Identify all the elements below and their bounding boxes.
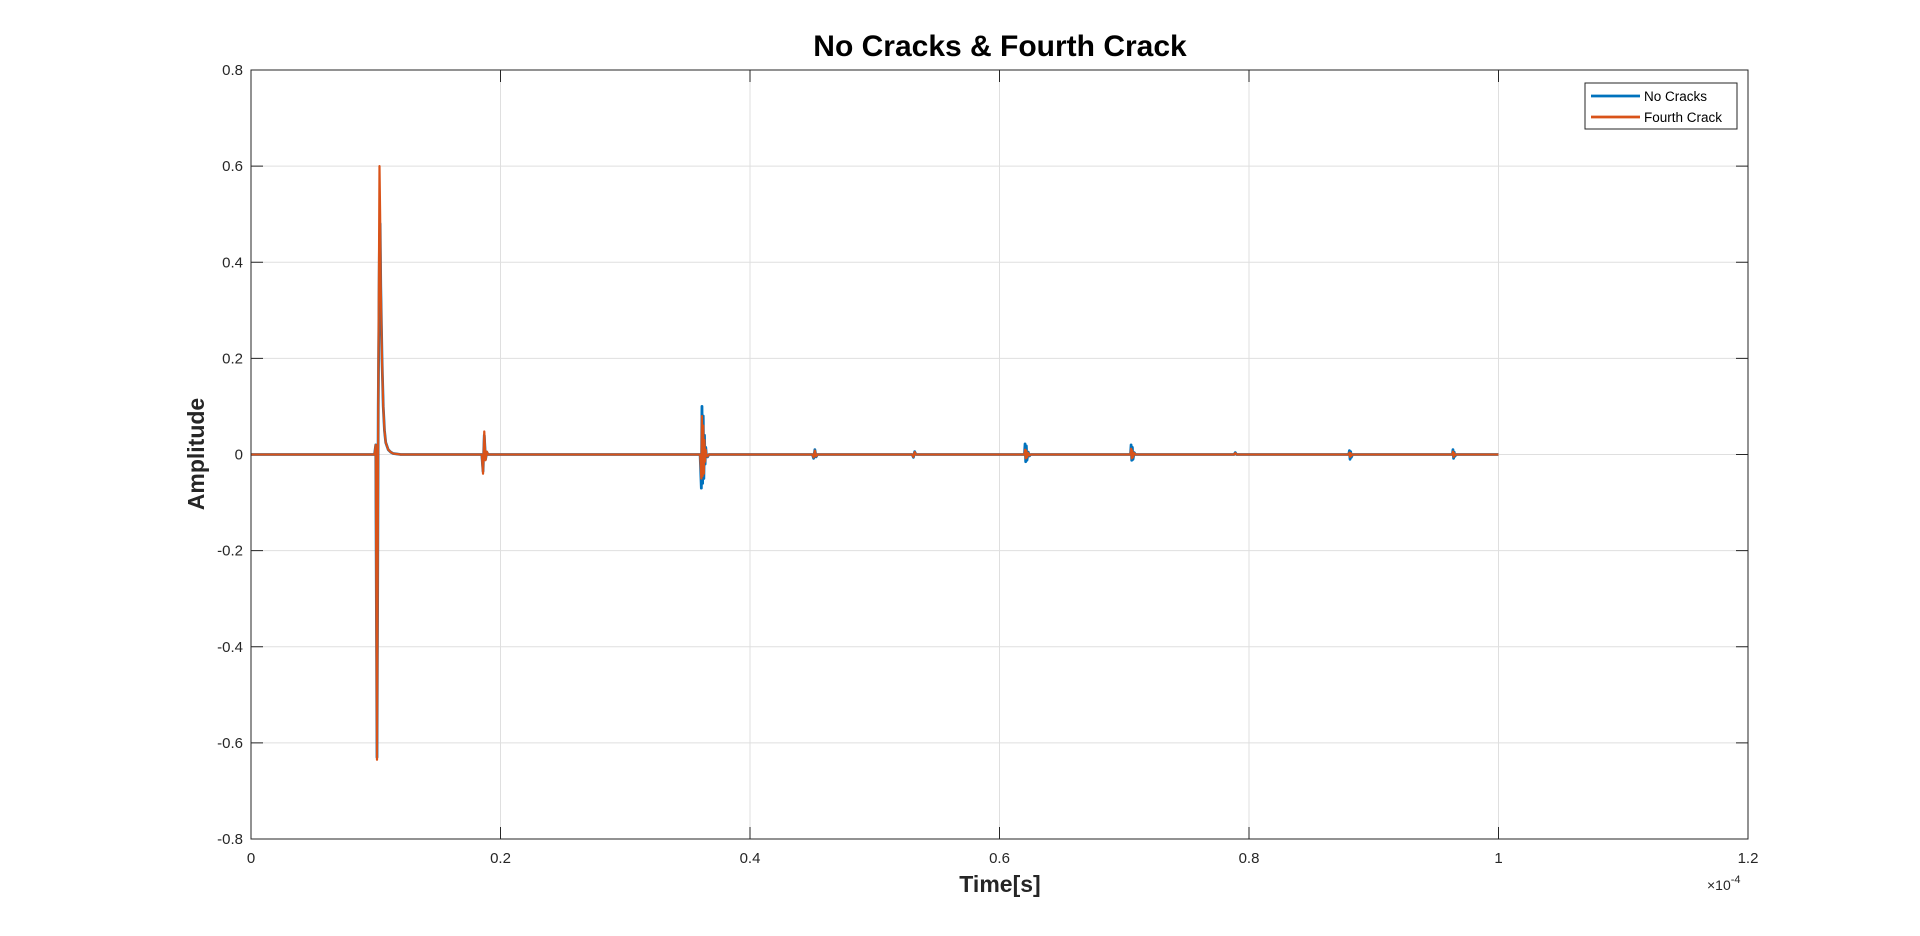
y-tick-label: -0.6 [217, 735, 243, 752]
y-tick-label: -0.4 [217, 639, 243, 656]
y-tick-label: 0.8 [222, 62, 243, 79]
x-tick-label: 1.2 [1738, 850, 1759, 867]
legend: No Cracks Fourth Crack [1584, 82, 1738, 130]
x-tick-labels: 0 0.2 0.4 0.6 0.8 1 1.2 [247, 850, 1759, 867]
legend-label-no-cracks: No Cracks [1644, 89, 1707, 104]
y-tick-label: -0.2 [217, 543, 243, 560]
chart-title: No Cracks & Fourth Crack [813, 30, 1187, 63]
y-tick-label: 0.6 [222, 158, 243, 175]
x-axis-label: Time[s] [959, 871, 1040, 897]
series-lines [251, 165, 1499, 761]
series-line-fourth-crack [251, 165, 1499, 761]
x-axis-exponent-label: ×10-4 [1707, 874, 1741, 893]
x-tick-label: 1 [1494, 850, 1502, 867]
y-tick-label: 0.4 [222, 254, 243, 271]
legend-box [1584, 82, 1738, 130]
x-tick-label: 0.4 [740, 850, 761, 867]
y-tick-labels: -0.8 -0.6 -0.4 -0.2 0 0.2 0.4 0.6 0.8 [217, 62, 243, 848]
x-exponent-base: ×10 [1707, 877, 1731, 893]
x-tick-label: 0.6 [989, 850, 1010, 867]
x-tick-label: 0 [247, 850, 255, 867]
y-tick-label: 0.2 [222, 350, 243, 367]
y-tick-label: -0.8 [217, 831, 243, 848]
y-tick-label: 0 [235, 447, 243, 464]
legend-label-fourth-crack: Fourth Crack [1644, 110, 1722, 125]
x-tick-label: 0.2 [490, 850, 511, 867]
x-tick-label: 0.8 [1239, 850, 1260, 867]
plot-frame [250, 69, 1749, 840]
y-axis-label: Amplitude [183, 398, 209, 510]
x-exponent-power: -4 [1731, 874, 1741, 886]
